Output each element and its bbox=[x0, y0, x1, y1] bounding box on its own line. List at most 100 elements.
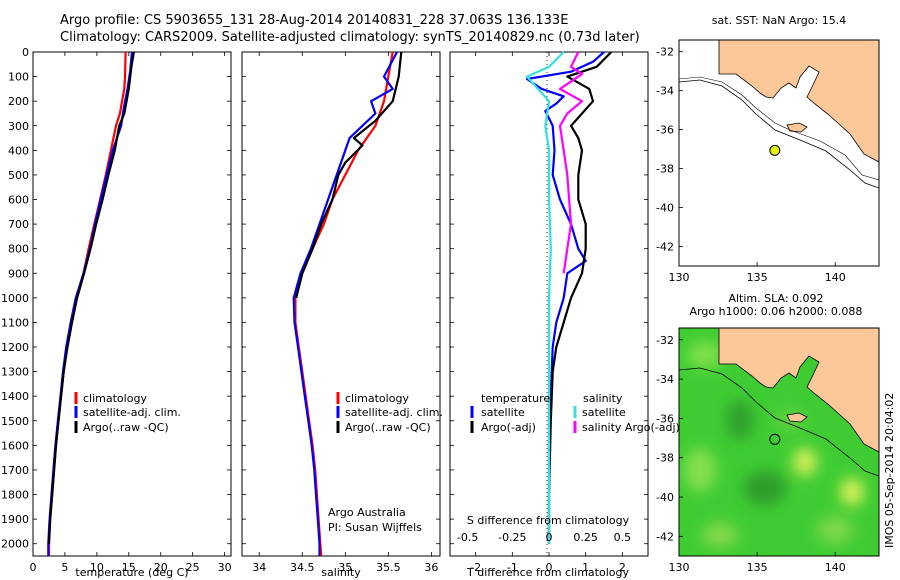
depth-tick-label: 900 bbox=[8, 267, 29, 280]
legend-temperature-title: temperature bbox=[481, 392, 550, 405]
depth-tick-label: 600 bbox=[8, 194, 29, 207]
series-line-s-satellite bbox=[525, 51, 565, 544]
salinity-diff-tick-label: 0 bbox=[546, 531, 553, 544]
depth-tick-label: 500 bbox=[8, 169, 29, 182]
sst-map-ticks: 130 135 140 -32 -34 -36 -38 -40 -42 bbox=[656, 46, 846, 284]
x-tick-label: 2 bbox=[619, 561, 626, 574]
map-lat-label: -40 bbox=[656, 202, 674, 215]
sst-map-frame bbox=[678, 39, 880, 267]
shelf-contour bbox=[679, 79, 879, 189]
sla-anomaly-field bbox=[684, 341, 864, 547]
depth-tick-label: 400 bbox=[8, 144, 29, 157]
map-lat-label: -42 bbox=[656, 241, 674, 254]
sla-map-title-line2: Argo h1000: 0.06 h2000: 0.088 bbox=[690, 305, 863, 318]
map-lon-label: 135 bbox=[747, 271, 768, 284]
program-annotation: Argo Australia bbox=[328, 506, 406, 519]
salinity-difference-ticks: -0.5 -0.25 0 0.25 0.5 bbox=[457, 531, 631, 544]
temperature-x-label: temperature (deg C) bbox=[75, 566, 188, 579]
imos-timestamp: IMOS 05-Sep-2014 20:04:02 bbox=[883, 393, 896, 548]
depth-tick-label: 300 bbox=[8, 120, 29, 133]
salinity-panel: 34 34.5 35 35.5 36 salinity climatology sate… bbox=[241, 51, 443, 579]
difference-legend: temperature satellite Argo(-adj) salinit… bbox=[470, 392, 680, 434]
x-tick-label: 34 bbox=[252, 561, 266, 574]
salinity-difference-label: S difference from climatology bbox=[467, 514, 630, 527]
x-tick-label: 36 bbox=[424, 561, 438, 574]
legend-s-argo-label: salinity Argo(-adj) bbox=[582, 421, 680, 434]
x-tick-label: 30 bbox=[218, 561, 232, 574]
difference-series bbox=[525, 51, 613, 544]
argo-float-marker bbox=[769, 144, 781, 156]
temperature-difference-label: T difference from climatology bbox=[466, 566, 629, 579]
depth-tick-label: 1400 bbox=[1, 390, 29, 403]
series-line-s-argo-adj- bbox=[558, 51, 584, 274]
x-tick-label: 0 bbox=[546, 561, 553, 574]
map-lon-label: 140 bbox=[825, 271, 846, 284]
map-lat-label: -34 bbox=[656, 85, 674, 98]
pi-annotation: PI: Susan Wijffels bbox=[328, 521, 422, 534]
difference-x-axis: -2 -1 0 1 2 bbox=[470, 52, 626, 574]
x-tick-label: 5 bbox=[61, 561, 68, 574]
legend-climatology-label: climatology bbox=[345, 392, 409, 405]
legend-argo-label: Argo(..raw -QC) bbox=[83, 421, 169, 434]
salinity-axes-frame bbox=[241, 51, 441, 557]
depth-tick-label: 1100 bbox=[1, 316, 29, 329]
legend-satellite-label: satellite-adj. clim. bbox=[345, 406, 443, 419]
salinity-diff-tick-label: 0.25 bbox=[573, 531, 598, 544]
sst-map-panel: sat. SST: NaN Argo: 15.4 130 135 140 -32 -34… bbox=[656, 14, 880, 284]
depth-tick-label: 1900 bbox=[1, 513, 29, 526]
x-tick-label: 0 bbox=[30, 561, 37, 574]
australia-land bbox=[718, 328, 879, 453]
depth-tick-label: 1300 bbox=[1, 366, 29, 379]
salinity-diff-tick-label: -0.5 bbox=[457, 531, 478, 544]
map-lat-label: -34 bbox=[656, 373, 674, 386]
difference-y-ticks bbox=[450, 51, 648, 545]
temperature-panel: 0100200300400500600700800900100011001200… bbox=[1, 46, 232, 579]
x-tick-label: -1 bbox=[507, 561, 518, 574]
depth-tick-label: 2000 bbox=[1, 538, 29, 551]
sla-map-frame bbox=[678, 327, 880, 557]
salinity-y-ticks bbox=[242, 51, 440, 545]
salinity-x-label: salinity bbox=[321, 566, 361, 579]
series-line-t-argo-adj- bbox=[547, 51, 613, 544]
depth-tick-label: 700 bbox=[8, 218, 29, 231]
sla-map-title-line1: Altim. SLA: 0.092 bbox=[728, 292, 823, 305]
map-lon-label: 130 bbox=[669, 561, 690, 574]
x-tick-label: 25 bbox=[186, 561, 200, 574]
depth-tick-label: 0 bbox=[22, 46, 29, 59]
temperature-axes-frame bbox=[32, 51, 232, 557]
salinity-series bbox=[292, 51, 403, 557]
sla-map-ticks: 130 135 140 -32 -34 -36 -38 -40 -42 bbox=[656, 334, 846, 574]
depth-tick-label: 1500 bbox=[1, 415, 29, 428]
legend-s-satellite-label: satellite bbox=[582, 406, 626, 419]
salinity-legend: climatology satellite-adj. clim. Argo(..… bbox=[336, 392, 443, 434]
sla-map-panel: Altim. SLA: 0.092 Argo h1000: 0.06 h2000… bbox=[656, 292, 880, 574]
depth-tick-label: 800 bbox=[8, 243, 29, 256]
salinity-diff-tick-label: -0.25 bbox=[498, 531, 526, 544]
temperature-x-axis: 0 5 10 15 20 25 30 bbox=[30, 52, 232, 574]
x-tick-label: 1 bbox=[582, 561, 589, 574]
map-lat-label: -36 bbox=[656, 124, 674, 137]
header-line-2: Climatology: CARS2009. Satellite-adjuste… bbox=[60, 30, 640, 45]
x-tick-label: 34.5 bbox=[290, 561, 315, 574]
map-lat-label: -32 bbox=[656, 334, 674, 347]
legend-argo-label: Argo(..raw -QC) bbox=[345, 421, 431, 434]
map-lat-label: -32 bbox=[656, 46, 674, 59]
series-line-argo-raw-qc- bbox=[295, 51, 403, 299]
x-tick-label: -2 bbox=[470, 561, 481, 574]
depth-tick-label: 1800 bbox=[1, 489, 29, 502]
shelf-contour bbox=[679, 367, 879, 477]
australia-land bbox=[718, 40, 879, 163]
depth-tick-label: 1700 bbox=[1, 464, 29, 477]
legend-satellite-label: satellite-adj. clim. bbox=[83, 406, 181, 419]
argo-float-marker bbox=[769, 433, 781, 445]
x-tick-label: 35.5 bbox=[376, 561, 401, 574]
series-line-satellite-adj-clim- bbox=[292, 51, 398, 556]
map-lon-label: 140 bbox=[825, 561, 846, 574]
map-lat-label: -40 bbox=[656, 491, 674, 504]
map-lat-label: -36 bbox=[656, 412, 674, 425]
map-lon-label: 130 bbox=[669, 271, 690, 284]
map-lat-label: -38 bbox=[656, 163, 674, 176]
shelf-contour-inner bbox=[679, 76, 879, 181]
salinity-x-axis: 34 34.5 35 35.5 36 bbox=[252, 52, 438, 574]
